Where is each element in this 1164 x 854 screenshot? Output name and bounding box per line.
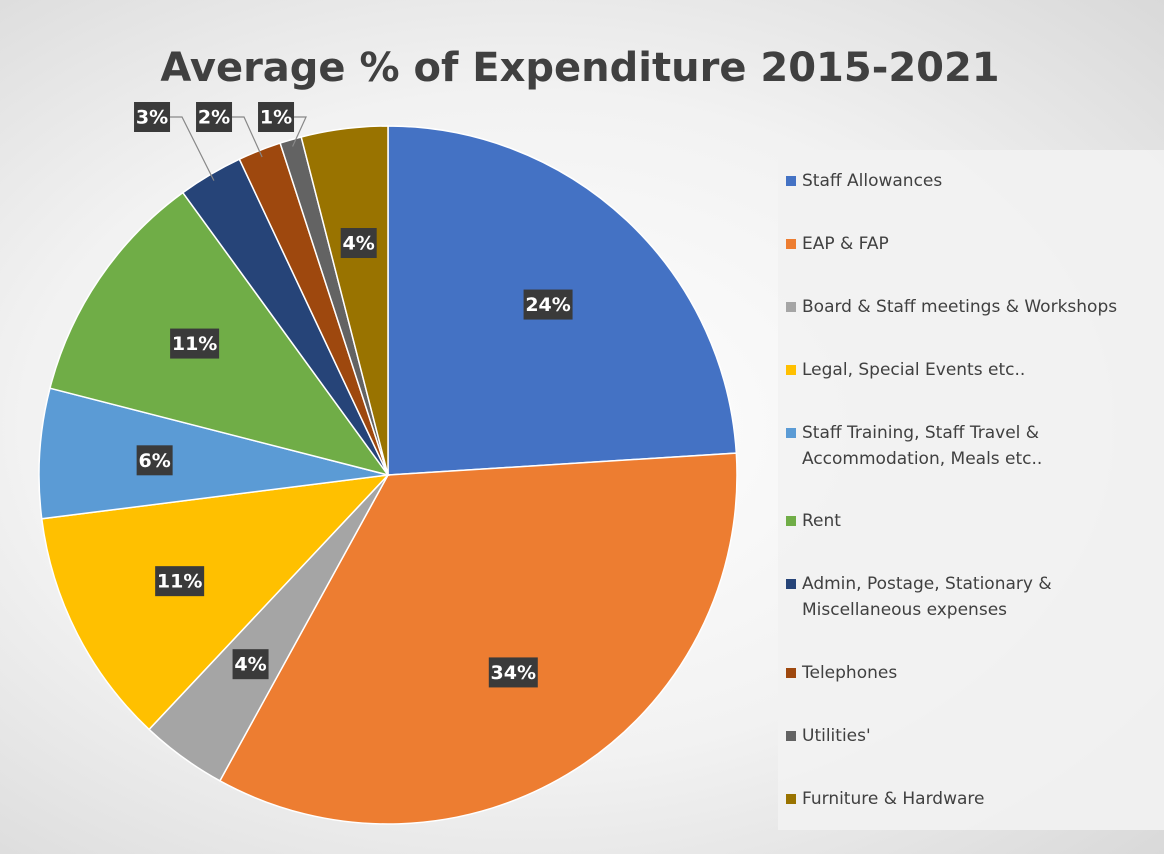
data-label: 24% [525,294,570,316]
legend-item: Telephones [786,660,1164,686]
pie-slice [38,387,389,520]
data-label: 11% [172,333,217,355]
legend-swatch [786,239,796,250]
legend-item: Admin, Postage, Stationary & Miscellaneo… [786,571,1164,623]
data-label: 4% [234,654,266,676]
data-label-box [170,328,220,359]
data-label: 11% [157,571,202,593]
data-label-box [232,649,269,680]
legend-label: Legal, Special Events etc.. [802,359,1026,380]
data-label: 6% [138,450,170,472]
data-label: 3% [136,107,168,129]
leader-line [170,116,215,181]
legend-swatch [786,730,796,741]
legend-label: Rent [802,511,841,532]
legend-label: Admin, Postage, Stationary & Miscellaneo… [802,574,1052,621]
legend-item: Rent [786,508,1164,534]
legend-label: Telephones [802,662,898,683]
legend-label: Staff Allowances [802,171,943,192]
data-label-box [134,102,171,132]
legend: Staff Allowances EAP & FAP Board & Staff m… [778,150,1164,830]
legend-swatch [786,301,796,312]
legend-label: Utilities' [802,725,871,746]
legend-item: Staff Allowances [786,168,1164,194]
legend-swatch [786,516,796,527]
legend-item: Legal, Special Events etc.. [786,357,1164,383]
data-label-box [196,102,233,132]
legend-swatch [786,427,796,438]
data-label: 4% [343,233,375,255]
legend-item: EAP & FAP [786,231,1164,257]
data-label: 2% [198,107,230,129]
pie-slice [300,125,389,476]
legend-swatch [786,176,796,187]
data-label: 34% [491,662,536,684]
legend-item: Staff Training, Staff Travel & Accommoda… [786,420,1164,472]
legend-swatch [786,667,796,678]
legend-item: Utilities' [786,723,1164,749]
data-label-box [340,228,377,259]
data-label: 1% [260,107,292,129]
legend-label: Board & Staff meetings & Workshops [802,296,1118,317]
legend-swatch [786,579,796,590]
legend-swatch [786,793,796,804]
leader-line [292,116,307,147]
data-label-box [155,566,205,597]
legend-label: Staff Training, Staff Travel & Accommoda… [802,422,1043,469]
legend-item: Board & Staff meetings & Workshops [786,294,1164,320]
data-label-box [488,657,538,688]
pie-slice [40,473,390,731]
chart-title: Average % of Expenditure 2015-2021 [160,45,999,91]
leader-line [232,116,263,158]
legend-label: Furniture & Hardware [802,788,985,809]
legend-item: Furniture & Hardware [786,786,1164,812]
data-label-box [523,289,573,320]
legend-label: EAP & FAP [802,234,889,255]
legend-swatch [786,364,796,375]
data-label-box [258,102,295,132]
data-label-box [136,445,173,476]
